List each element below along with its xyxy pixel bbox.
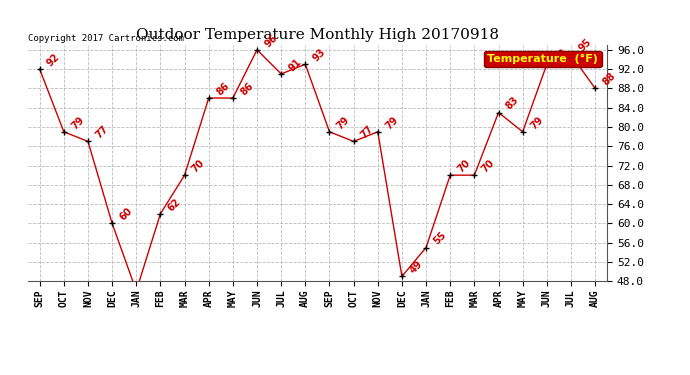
Text: 88: 88 — [601, 71, 618, 88]
Text: 86: 86 — [215, 81, 231, 97]
Text: 55: 55 — [432, 230, 448, 247]
Text: 79: 79 — [335, 114, 352, 131]
Text: 93: 93 — [311, 47, 328, 63]
Text: 96: 96 — [263, 32, 279, 49]
Text: 77: 77 — [94, 124, 110, 141]
Text: 62: 62 — [166, 196, 183, 213]
Text: 49: 49 — [408, 259, 424, 276]
Text: 79: 79 — [70, 114, 86, 131]
Text: 92: 92 — [46, 52, 62, 68]
Title: Outdoor Temperature Monthly High 20170918: Outdoor Temperature Monthly High 2017091… — [136, 28, 499, 42]
Text: 70: 70 — [190, 158, 207, 174]
Text: 79: 79 — [384, 114, 400, 131]
Text: 83: 83 — [504, 95, 521, 112]
Text: Copyright 2017 Cartronics.com: Copyright 2017 Cartronics.com — [28, 34, 184, 43]
Text: 86: 86 — [239, 81, 255, 97]
Text: 70: 70 — [480, 158, 497, 174]
Text: 95: 95 — [577, 37, 593, 54]
Text: 77: 77 — [359, 124, 376, 141]
Text: 46: 46 — [0, 374, 1, 375]
Text: 79: 79 — [529, 114, 545, 131]
Text: 93: 93 — [553, 47, 569, 63]
Legend: Temperature  (°F): Temperature (°F) — [484, 51, 602, 67]
Text: 70: 70 — [456, 158, 473, 174]
Text: 91: 91 — [287, 57, 304, 73]
Text: 60: 60 — [118, 206, 135, 223]
